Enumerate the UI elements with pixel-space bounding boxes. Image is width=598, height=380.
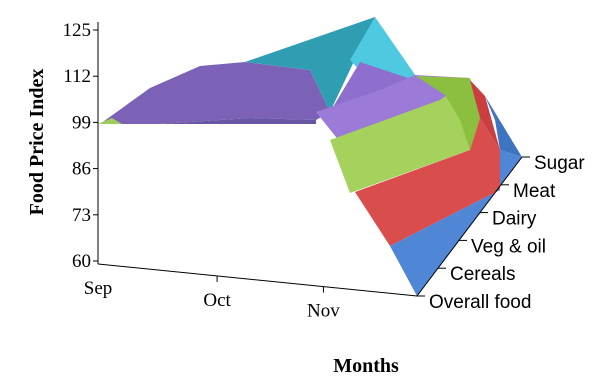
surface-band-dairy-top	[100, 62, 330, 124]
surface-band-cereals-right	[470, 80, 500, 150]
y-axis-title: Food Price Index	[26, 69, 48, 216]
y-tick-label: 60	[72, 251, 91, 272]
y-tick-label: 112	[63, 66, 91, 87]
series-axis-label: Overall food	[429, 292, 531, 313]
series-axis-label: Cereals	[450, 264, 515, 285]
surface-band-overall	[390, 150, 522, 296]
series-axis-label: Dairy	[492, 209, 537, 230]
series-axis-label: Sugar	[534, 153, 585, 174]
axes	[97, 22, 523, 297]
x-tick-label: Nov	[307, 301, 340, 322]
surface-band-dairy-shade	[100, 118, 316, 124]
x-tick-label: Oct	[203, 290, 231, 311]
surface-band-vegoil-right	[416, 76, 480, 150]
y-tick-label: 73	[72, 205, 91, 226]
x-axis-title: Months	[333, 355, 399, 377]
y-tick-label: 86	[72, 159, 91, 180]
surface-band-dairy-slope	[316, 75, 470, 142]
y-tick-label: 125	[63, 20, 92, 41]
x-tick-label: Sep	[84, 278, 113, 299]
series-axis-labels: Overall food Cereals Veg & oil Dairy Meat Sug…	[417, 153, 585, 313]
y-tick-labels: 125 112 99 86 73 60	[63, 20, 98, 272]
x-tick-labels: Sep Oct Nov	[84, 275, 340, 322]
surface-band-vegoil	[330, 80, 480, 193]
depth-axis-line	[416, 156, 523, 297]
x-axis-line	[97, 263, 418, 297]
surface-band-vegoil-left	[98, 118, 122, 124]
surface	[98, 17, 522, 296]
series-axis-label: Meat	[513, 181, 556, 202]
y-tick-label: 99	[72, 112, 91, 133]
series-axis-label: Veg & oil	[471, 236, 546, 257]
surface-band-sugar-peak	[245, 17, 375, 112]
surface-band-overall-right	[485, 96, 522, 157]
surface-band-cereals	[355, 118, 500, 246]
